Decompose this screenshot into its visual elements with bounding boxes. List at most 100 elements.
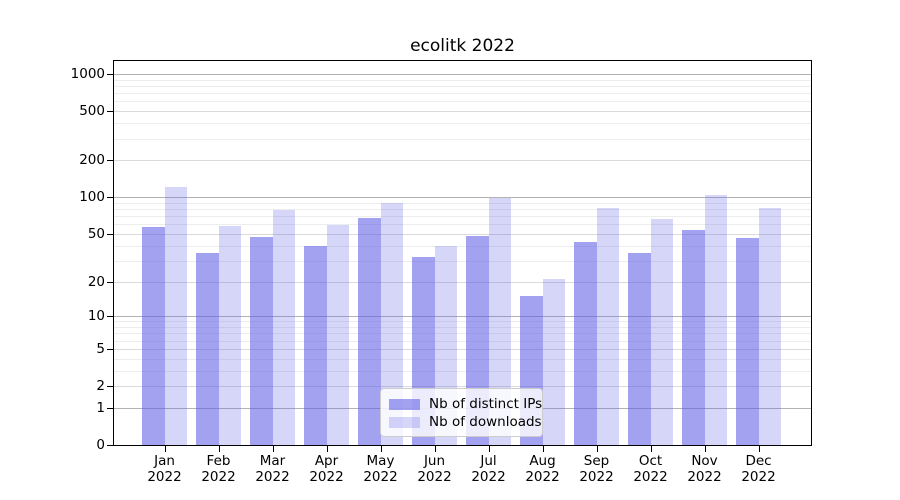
- y-tick-label: 10: [87, 308, 105, 325]
- bar-downloads-nov: [704, 195, 727, 445]
- gridline-minor: [114, 93, 811, 95]
- gridline-minor: [114, 260, 811, 262]
- gridline: [114, 386, 811, 387]
- legend-swatch-downloads: [389, 416, 420, 428]
- y-tick-label: 500: [79, 103, 105, 120]
- bar-downloads-mar: [272, 210, 295, 445]
- gridline: [114, 233, 811, 235]
- x-tick-label-feb: Feb 2022: [201, 453, 236, 485]
- bar-distinct-ips-sep: [574, 241, 597, 445]
- legend-item-distinct-ips: Nb of distinct IPs: [389, 395, 542, 413]
- bar-downloads-sep: [596, 207, 619, 445]
- y-tick-mark: [107, 281, 113, 283]
- y-tick-label: 5: [96, 340, 105, 357]
- bar-downloads-may: [380, 202, 403, 445]
- y-tick-mark: [107, 348, 113, 350]
- x-tick-label-sep: Sep 2022: [579, 453, 614, 485]
- x-tick-mark: [596, 446, 598, 452]
- y-tick-mark: [107, 445, 113, 447]
- x-tick-label-jul: Jul 2022: [471, 453, 506, 485]
- gridline-minor: [114, 209, 811, 211]
- bar-distinct-ips-may: [358, 217, 381, 445]
- y-tick-label: 1000: [70, 65, 105, 82]
- bar-distinct-ips-mar: [250, 237, 273, 445]
- bar-downloads-aug: [542, 279, 565, 445]
- x-tick-label-mar: Mar 2022: [255, 453, 290, 485]
- chart-title: ecolitk 2022: [410, 36, 515, 56]
- bar-downloads-feb: [218, 226, 241, 445]
- x-tick-mark: [272, 446, 274, 452]
- x-tick-mark: [434, 446, 436, 452]
- x-tick-mark: [758, 446, 760, 452]
- y-tick-mark: [107, 316, 113, 318]
- gridline: [114, 160, 811, 162]
- legend: Nb of distinct IPs Nb of downloads: [380, 388, 543, 437]
- y-tick-label: 20: [87, 273, 105, 290]
- x-tick-mark: [326, 446, 328, 452]
- gridline-minor: [114, 245, 811, 247]
- bar-downloads-dec: [758, 207, 781, 445]
- x-tick-mark: [704, 446, 706, 452]
- x-tick-label-nov: Nov 2022: [687, 453, 722, 485]
- bar-downloads-apr: [326, 225, 349, 445]
- y-tick-mark: [107, 233, 113, 236]
- legend-swatch-ips: [389, 398, 420, 410]
- gridline-minor: [114, 224, 811, 226]
- gridline-minor: [114, 370, 811, 372]
- gridline: [114, 111, 811, 113]
- y-tick-mark: [107, 197, 113, 199]
- gridline: [114, 348, 811, 350]
- y-tick-mark: [107, 111, 113, 113]
- gridline-minor: [114, 216, 811, 218]
- bar-distinct-ips-oct: [628, 252, 651, 445]
- x-tick-label-aug: Aug 2022: [525, 453, 560, 485]
- gridline-major: [114, 73, 811, 75]
- y-tick-mark: [107, 160, 113, 162]
- gridline-minor: [114, 85, 811, 87]
- bar-distinct-ips-apr: [304, 245, 327, 445]
- gridline-minor: [114, 321, 811, 323]
- gridline: [114, 281, 811, 283]
- gridline-major: [114, 316, 811, 318]
- legend-item-downloads: Nb of downloads: [389, 413, 542, 431]
- x-tick-label-may: May 2022: [363, 453, 398, 485]
- x-tick-mark: [650, 446, 652, 452]
- y-tick-label: 1: [96, 399, 105, 416]
- bar-downloads-jul: [488, 198, 511, 445]
- gridline-minor: [114, 358, 811, 360]
- gridline-minor: [114, 123, 811, 125]
- bar-distinct-ips-feb: [196, 252, 219, 445]
- legend-label-downloads: Nb of downloads: [429, 414, 542, 430]
- bar-downloads-oct: [650, 219, 673, 445]
- gridline-major: [114, 197, 811, 199]
- gridline-minor: [114, 333, 811, 335]
- x-tick-mark: [488, 446, 490, 452]
- x-tick-label-dec: Dec 2022: [741, 453, 776, 485]
- y-tick-mark: [107, 407, 113, 409]
- gridline-minor: [114, 101, 811, 103]
- x-tick-label-jun: Jun 2022: [417, 453, 452, 485]
- y-tick-label: 50: [87, 225, 105, 242]
- y-tick-label: 100: [79, 189, 105, 206]
- gridline-minor: [114, 202, 811, 204]
- bar-distinct-ips-nov: [682, 229, 705, 445]
- x-tick-label-jan: Jan 2022: [147, 453, 182, 485]
- gridline-minor: [114, 79, 811, 81]
- gridline-minor: [114, 340, 811, 342]
- y-tick-mark: [107, 73, 113, 76]
- x-tick-mark: [380, 446, 382, 452]
- bar-downloads-jan: [164, 187, 187, 445]
- gridline-minor: [114, 327, 811, 328]
- bar-distinct-ips-jan: [142, 226, 165, 445]
- x-tick-label-oct: Oct 2022: [633, 453, 668, 485]
- gridline-minor: [114, 138, 811, 140]
- x-tick-mark: [218, 446, 220, 452]
- x-tick-mark: [164, 446, 166, 452]
- bar-distinct-ips-dec: [736, 238, 759, 445]
- y-tick-mark: [107, 386, 113, 388]
- x-tick-label-apr: Apr 2022: [309, 453, 344, 485]
- y-tick-label: 200: [79, 152, 105, 169]
- x-tick-mark: [542, 446, 544, 452]
- y-tick-label: 2: [96, 378, 105, 394]
